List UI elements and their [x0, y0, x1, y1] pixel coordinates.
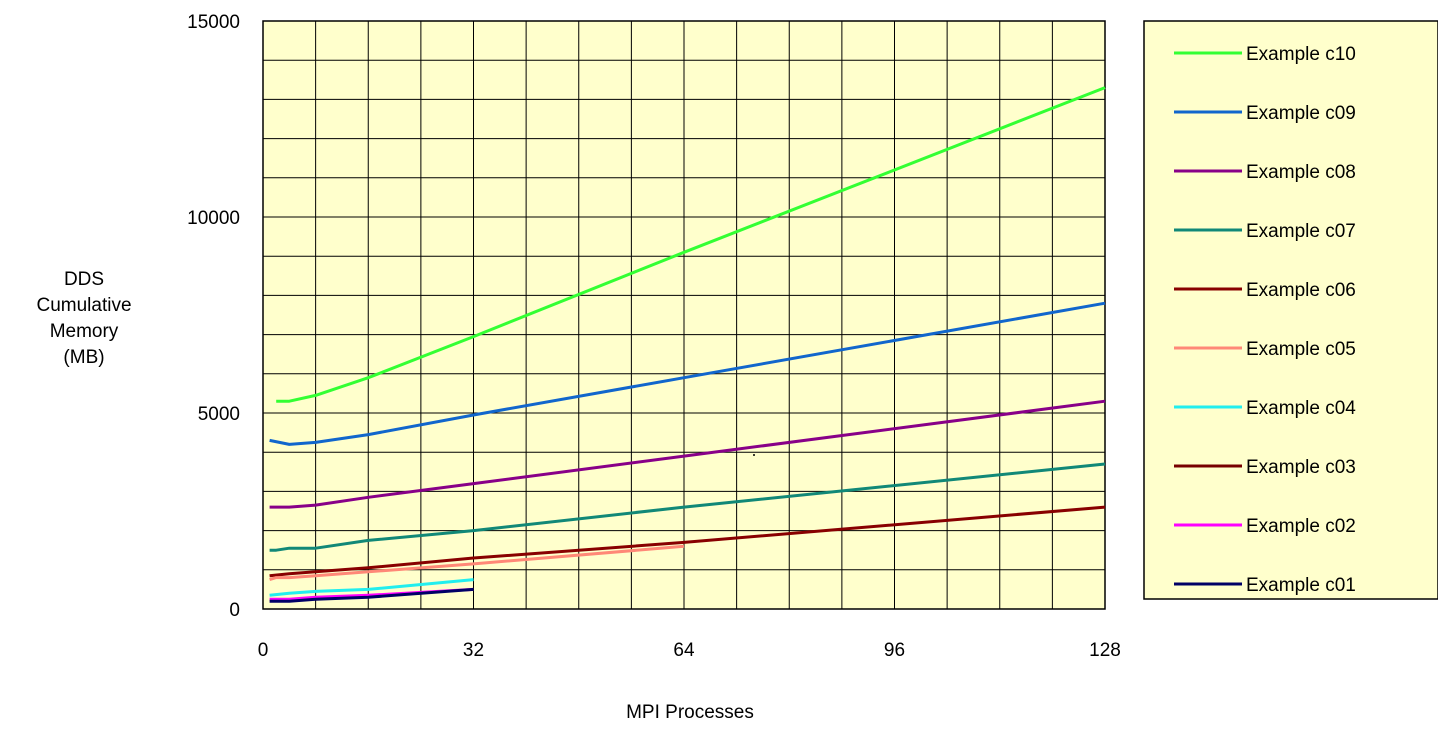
- legend-label: Example c10: [1246, 44, 1356, 65]
- series-line-c06: [269, 505, 1106, 578]
- legend-label: Example c06: [1246, 280, 1356, 301]
- legend-label: Example c04: [1246, 398, 1356, 419]
- series-line-c08: [269, 399, 1106, 509]
- series-line-c09: [269, 301, 1106, 446]
- legend-label: Example c07: [1246, 221, 1356, 242]
- plot-frame: [262, 20, 1106, 610]
- legend-label: Example c01: [1246, 575, 1356, 596]
- legend-label: Example c02: [1246, 516, 1356, 537]
- y-tick-label: 5000: [198, 404, 240, 425]
- legend-label: Example c05: [1246, 339, 1356, 360]
- x-tick-label: 64: [673, 640, 695, 661]
- y-tick-labels: 0 5000 10000 15000: [187, 12, 240, 621]
- legend-box: [1143, 20, 1438, 600]
- y-axis-label-line: Cumulative: [36, 295, 131, 316]
- x-tick-label: 32: [463, 640, 484, 661]
- y-axis-label-line: DDS: [64, 269, 104, 290]
- y-tick-label: 10000: [187, 208, 240, 229]
- y-tick-label: 0: [229, 600, 240, 621]
- y-axis-label-line: Memory: [50, 321, 119, 342]
- legend-label: Example c09: [1246, 103, 1356, 124]
- x-tick-label: 96: [884, 640, 905, 661]
- legend-label: Example c03: [1246, 457, 1356, 478]
- series-lines: [269, 86, 1106, 603]
- y-axis-label: DDS Cumulative Memory (MB): [36, 269, 131, 368]
- series-line-c10: [276, 86, 1106, 403]
- x-tick-label: 0: [258, 640, 269, 661]
- y-tick-label: 15000: [187, 12, 240, 33]
- series-line-c07: [269, 462, 1106, 552]
- x-axis-label: MPI Processes: [626, 702, 754, 723]
- x-tick-label: 128: [1089, 640, 1121, 661]
- y-axis-label-line: (MB): [63, 347, 104, 368]
- legend: Example c10 Example c09 Example c08 Example…: [1174, 44, 1356, 596]
- legend-label: Example c08: [1246, 162, 1356, 183]
- stray-dot: [753, 454, 755, 456]
- series-line-c05: [269, 544, 685, 582]
- series-line-c04: [269, 578, 474, 597]
- x-tick-labels: 0 32 64 96 128: [258, 640, 1121, 661]
- grid-lines: [262, 20, 1106, 610]
- series-line-c01: [269, 587, 474, 603]
